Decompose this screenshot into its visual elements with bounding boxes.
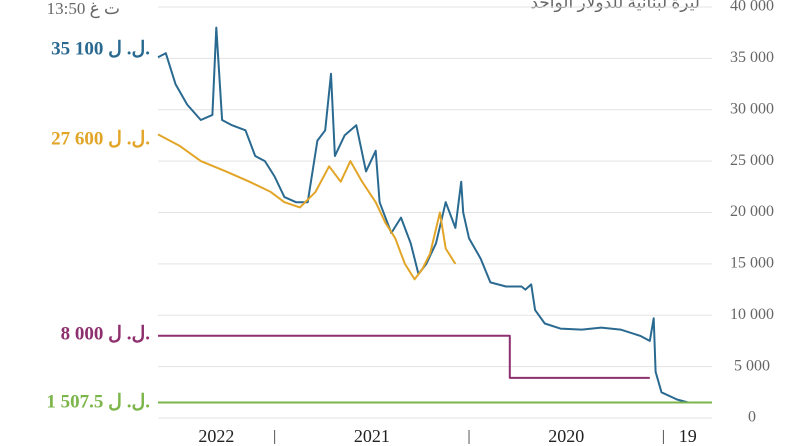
y-tick-label: 35 000 (730, 49, 774, 66)
x-tick-label: 2020 (548, 426, 584, 446)
series-line (157, 133, 457, 281)
series-line (157, 26, 689, 404)
timestamp: 13:50 ت غ (47, 0, 120, 19)
x-tick-label: 2021 (354, 426, 390, 446)
series-label: 35 100 ل. ل. (51, 38, 150, 59)
chart-title: ليرة لبنانية للدولار الواحد (530, 0, 700, 13)
y-tick-label: 25 000 (730, 152, 774, 169)
x-tick-label: 19 (679, 426, 697, 446)
y-tick-label: 30 000 (730, 100, 774, 117)
y-tick-label: 40 000 (730, 0, 774, 15)
x-tick-label: 2022 (198, 426, 234, 446)
series-label: 8 000 ل. ل. (61, 323, 150, 344)
series-line (158, 334, 650, 379)
y-tick-label: 0 (748, 409, 756, 426)
y-tick-label: 20 000 (730, 203, 774, 220)
y-tick-label: 10 000 (730, 306, 774, 323)
series-label: 1 507.5 ل. ل. (46, 391, 150, 412)
y-tick-label: 15 000 (730, 255, 774, 272)
y-tick-label: 5 000 (734, 357, 770, 374)
series-label: 27 600 ل. ل. (51, 128, 150, 149)
